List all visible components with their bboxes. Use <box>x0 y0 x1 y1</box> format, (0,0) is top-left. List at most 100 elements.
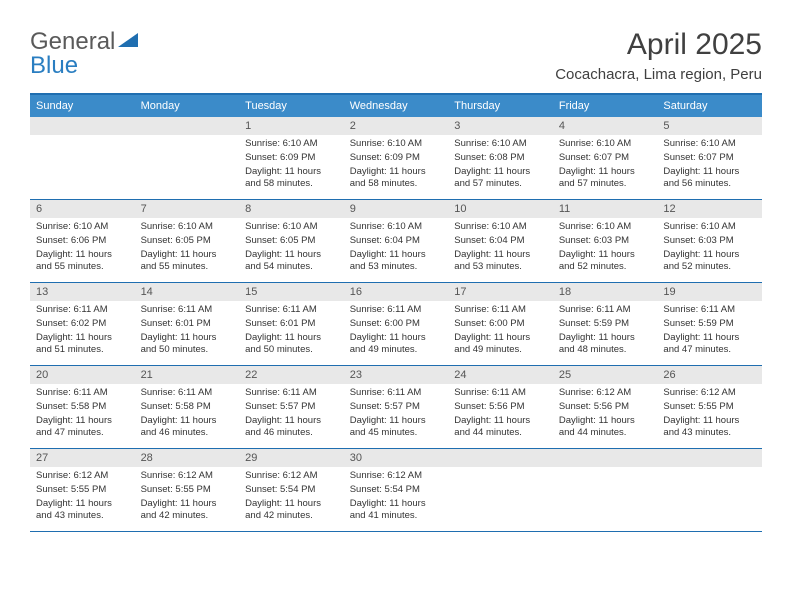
week-row: 1Sunrise: 6:10 AMSunset: 6:09 PMDaylight… <box>30 117 762 200</box>
daylight-line: Daylight: 11 hours and 51 minutes. <box>36 332 129 358</box>
sunset-line: Sunset: 6:03 PM <box>663 235 756 248</box>
day-number: 5 <box>657 117 762 135</box>
day-cell: 24Sunrise: 6:11 AMSunset: 5:56 PMDayligh… <box>448 366 553 448</box>
day-cell: 9Sunrise: 6:10 AMSunset: 6:04 PMDaylight… <box>344 200 449 282</box>
header: General April 2025 Cocachacra, Lima regi… <box>30 28 762 83</box>
day-number: 17 <box>448 283 553 301</box>
day-number: 24 <box>448 366 553 384</box>
day-number: 10 <box>448 200 553 218</box>
sunset-line: Sunset: 6:04 PM <box>350 235 443 248</box>
sunset-line: Sunset: 6:08 PM <box>454 152 547 165</box>
day-number: 23 <box>344 366 449 384</box>
day-cell: 3Sunrise: 6:10 AMSunset: 6:08 PMDaylight… <box>448 117 553 199</box>
daylight-line: Daylight: 11 hours and 45 minutes. <box>350 415 443 441</box>
daylight-line: Daylight: 11 hours and 47 minutes. <box>663 332 756 358</box>
day-cell: 22Sunrise: 6:11 AMSunset: 5:57 PMDayligh… <box>239 366 344 448</box>
weekday-header: Thursday <box>448 95 553 117</box>
day-body: Sunrise: 6:10 AMSunset: 6:03 PMDaylight:… <box>657 218 762 278</box>
daylight-line: Daylight: 11 hours and 53 minutes. <box>454 249 547 275</box>
day-cell: 15Sunrise: 6:11 AMSunset: 6:01 PMDayligh… <box>239 283 344 365</box>
day-number: 20 <box>30 366 135 384</box>
sunset-line: Sunset: 6:01 PM <box>141 318 234 331</box>
day-body: Sunrise: 6:11 AMSunset: 5:58 PMDaylight:… <box>135 384 240 444</box>
sunset-line: Sunset: 5:55 PM <box>36 484 129 497</box>
sunset-line: Sunset: 6:06 PM <box>36 235 129 248</box>
weekday-header: Wednesday <box>344 95 449 117</box>
day-cell: 18Sunrise: 6:11 AMSunset: 5:59 PMDayligh… <box>553 283 658 365</box>
sunset-line: Sunset: 6:07 PM <box>559 152 652 165</box>
day-number: 6 <box>30 200 135 218</box>
sunrise-line: Sunrise: 6:11 AM <box>245 387 338 400</box>
day-cell: 21Sunrise: 6:11 AMSunset: 5:58 PMDayligh… <box>135 366 240 448</box>
weekday-header: Tuesday <box>239 95 344 117</box>
daylight-line: Daylight: 11 hours and 54 minutes. <box>245 249 338 275</box>
sunset-line: Sunset: 6:07 PM <box>663 152 756 165</box>
sunset-line: Sunset: 6:00 PM <box>454 318 547 331</box>
daylight-line: Daylight: 11 hours and 58 minutes. <box>350 166 443 192</box>
day-body: Sunrise: 6:12 AMSunset: 5:54 PMDaylight:… <box>239 467 344 527</box>
day-number: 8 <box>239 200 344 218</box>
daylight-line: Daylight: 11 hours and 49 minutes. <box>350 332 443 358</box>
sunset-line: Sunset: 5:58 PM <box>141 401 234 414</box>
sunset-line: Sunset: 5:57 PM <box>350 401 443 414</box>
day-body: Sunrise: 6:11 AMSunset: 6:02 PMDaylight:… <box>30 301 135 361</box>
week-row: 27Sunrise: 6:12 AMSunset: 5:55 PMDayligh… <box>30 449 762 532</box>
day-body: Sunrise: 6:12 AMSunset: 5:55 PMDaylight:… <box>135 467 240 527</box>
day-body: Sunrise: 6:10 AMSunset: 6:03 PMDaylight:… <box>553 218 658 278</box>
day-number: 22 <box>239 366 344 384</box>
day-cell <box>657 449 762 531</box>
day-number: 9 <box>344 200 449 218</box>
day-cell: 14Sunrise: 6:11 AMSunset: 6:01 PMDayligh… <box>135 283 240 365</box>
day-number: 7 <box>135 200 240 218</box>
daylight-line: Daylight: 11 hours and 46 minutes. <box>245 415 338 441</box>
sunset-line: Sunset: 6:05 PM <box>141 235 234 248</box>
daylight-line: Daylight: 11 hours and 44 minutes. <box>559 415 652 441</box>
sunrise-line: Sunrise: 6:11 AM <box>36 387 129 400</box>
day-body: Sunrise: 6:12 AMSunset: 5:56 PMDaylight:… <box>553 384 658 444</box>
day-body: Sunrise: 6:10 AMSunset: 6:05 PMDaylight:… <box>239 218 344 278</box>
day-cell: 2Sunrise: 6:10 AMSunset: 6:09 PMDaylight… <box>344 117 449 199</box>
day-number: 3 <box>448 117 553 135</box>
day-cell: 16Sunrise: 6:11 AMSunset: 6:00 PMDayligh… <box>344 283 449 365</box>
day-number: 13 <box>30 283 135 301</box>
daylight-line: Daylight: 11 hours and 55 minutes. <box>141 249 234 275</box>
day-cell: 10Sunrise: 6:10 AMSunset: 6:04 PMDayligh… <box>448 200 553 282</box>
day-cell: 26Sunrise: 6:12 AMSunset: 5:55 PMDayligh… <box>657 366 762 448</box>
month-title: April 2025 <box>555 28 762 62</box>
daylight-line: Daylight: 11 hours and 50 minutes. <box>245 332 338 358</box>
sunrise-line: Sunrise: 6:11 AM <box>663 304 756 317</box>
sunrise-line: Sunrise: 6:12 AM <box>36 470 129 483</box>
logo-triangle-icon <box>118 33 138 47</box>
day-body: Sunrise: 6:11 AMSunset: 5:59 PMDaylight:… <box>553 301 658 361</box>
day-number-empty <box>448 449 553 467</box>
sunset-line: Sunset: 5:54 PM <box>245 484 338 497</box>
day-number: 14 <box>135 283 240 301</box>
sunrise-line: Sunrise: 6:11 AM <box>454 304 547 317</box>
day-cell: 20Sunrise: 6:11 AMSunset: 5:58 PMDayligh… <box>30 366 135 448</box>
day-number: 28 <box>135 449 240 467</box>
day-number: 2 <box>344 117 449 135</box>
sunset-line: Sunset: 6:09 PM <box>350 152 443 165</box>
sunrise-line: Sunrise: 6:11 AM <box>245 304 338 317</box>
daylight-line: Daylight: 11 hours and 52 minutes. <box>559 249 652 275</box>
day-number: 15 <box>239 283 344 301</box>
day-body: Sunrise: 6:10 AMSunset: 6:09 PMDaylight:… <box>239 135 344 195</box>
day-body: Sunrise: 6:10 AMSunset: 6:08 PMDaylight:… <box>448 135 553 195</box>
weekday-header: Saturday <box>657 95 762 117</box>
day-body: Sunrise: 6:11 AMSunset: 5:56 PMDaylight:… <box>448 384 553 444</box>
sunrise-line: Sunrise: 6:10 AM <box>454 138 547 151</box>
day-cell: 1Sunrise: 6:10 AMSunset: 6:09 PMDaylight… <box>239 117 344 199</box>
weekday-header: Monday <box>135 95 240 117</box>
daylight-line: Daylight: 11 hours and 53 minutes. <box>350 249 443 275</box>
daylight-line: Daylight: 11 hours and 42 minutes. <box>245 498 338 524</box>
day-number: 26 <box>657 366 762 384</box>
weekday-header: Friday <box>553 95 658 117</box>
day-number-empty <box>657 449 762 467</box>
day-cell: 28Sunrise: 6:12 AMSunset: 5:55 PMDayligh… <box>135 449 240 531</box>
day-body: Sunrise: 6:11 AMSunset: 5:59 PMDaylight:… <box>657 301 762 361</box>
sunrise-line: Sunrise: 6:10 AM <box>663 221 756 234</box>
daylight-line: Daylight: 11 hours and 43 minutes. <box>663 415 756 441</box>
sunrise-line: Sunrise: 6:10 AM <box>245 221 338 234</box>
day-number: 30 <box>344 449 449 467</box>
day-cell: 30Sunrise: 6:12 AMSunset: 5:54 PMDayligh… <box>344 449 449 531</box>
